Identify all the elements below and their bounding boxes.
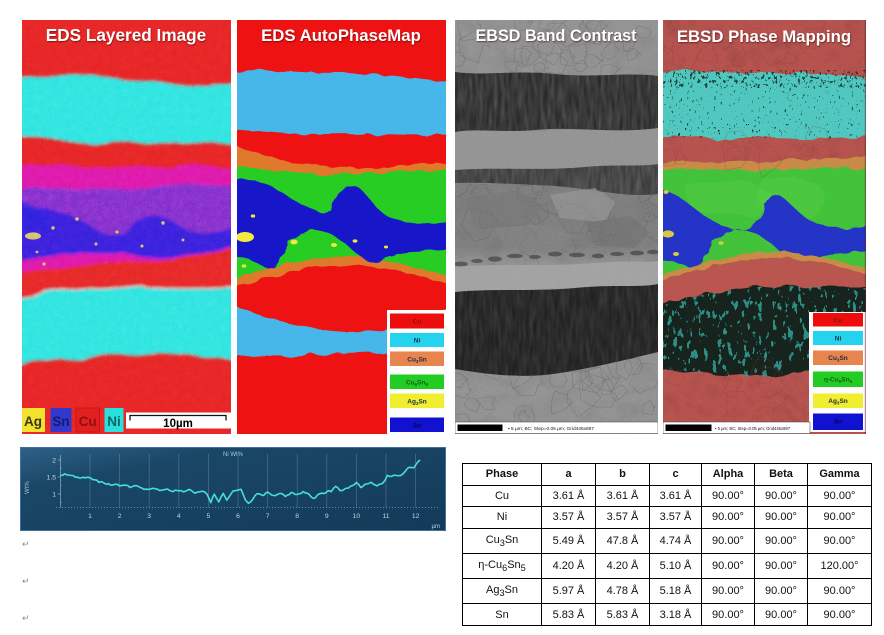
svg-text:2: 2 [118,513,122,520]
svg-text:8: 8 [295,513,299,520]
svg-text:Sn: Sn [413,423,421,430]
svg-text:Wt%: Wt% [25,481,31,494]
svg-text:EDS Layered Image: EDS Layered Image [46,25,207,45]
svg-text:Sn: Sn [834,419,842,426]
svg-text:EBSD Phase Mapping: EBSD Phase Mapping [677,27,851,46]
svg-text:▪ 5 µm; BC; Step=0.05 µm; Gri: ▪ 5 µm; BC; Step=0.05 µm; Grid445x897 [508,426,594,432]
svg-text:1.5: 1.5 [47,475,57,482]
svg-text:Cu: Cu [413,319,422,326]
svg-text:▪ 5 µm; BC; Step=0.05 µm; Gri: ▪ 5 µm; BC; Step=0.05 µm; Grid445x897 [715,426,791,431]
svg-text:11: 11 [382,513,389,520]
svg-text:12: 12 [412,513,420,520]
svg-text:EDS AutoPhaseMap: EDS AutoPhaseMap [261,26,421,45]
svg-text:3: 3 [147,513,151,520]
svg-text:µm: µm [432,524,440,530]
svg-text:6: 6 [236,513,240,520]
svg-text:9: 9 [325,513,329,520]
svg-text:Ni: Ni [835,336,842,343]
svg-text:Cu: Cu [834,318,843,325]
svg-text:Sn: Sn [52,414,69,429]
svg-text:1: 1 [88,513,92,520]
svg-text:10µm: 10µm [163,418,193,430]
svg-text:Cu3Sn: Cu3Sn [407,357,427,365]
svg-text:Cu6Sn5: Cu6Sn5 [406,380,429,388]
svg-text:Ag: Ag [24,414,42,429]
svg-text:Cu3Sn: Cu3Sn [828,355,848,363]
svg-text:EBSD Band Contrast: EBSD Band Contrast [476,27,638,45]
svg-text:5: 5 [207,513,211,520]
svg-text:2: 2 [52,458,56,465]
svg-text:Ni Wt%: Ni Wt% [223,452,244,458]
svg-text:Ag3Sn: Ag3Sn [407,399,427,407]
svg-text:7: 7 [266,513,270,520]
svg-text:Cu: Cu [79,414,97,429]
svg-text:1: 1 [52,492,56,499]
svg-text:Ni: Ni [414,338,421,345]
svg-text:4: 4 [177,513,181,520]
svg-text:η-Cu6Sn5: η-Cu6Sn5 [824,377,853,385]
svg-text:Ni: Ni [107,414,121,429]
svg-text:10: 10 [353,513,361,520]
svg-text:Ag3Sn: Ag3Sn [828,398,848,406]
